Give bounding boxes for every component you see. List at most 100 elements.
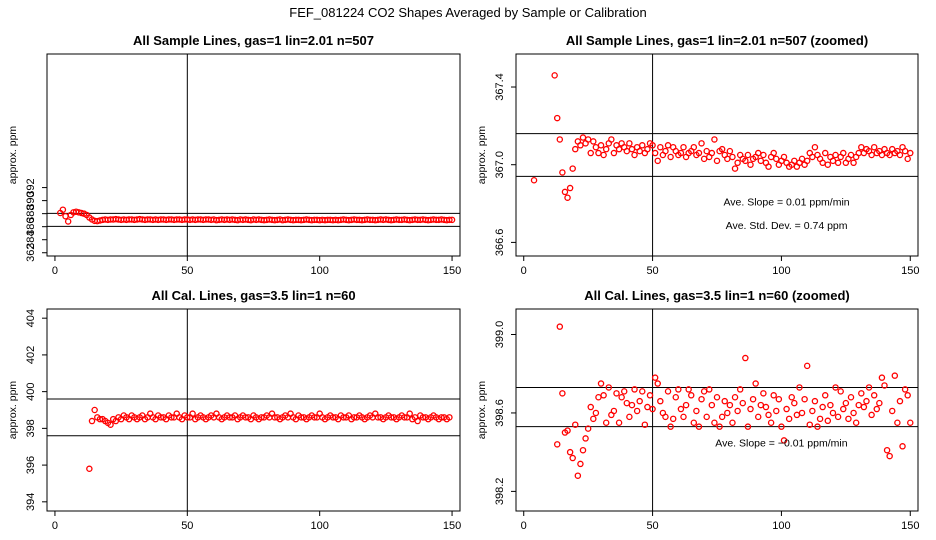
panel-3-point-80 xyxy=(297,414,305,421)
panel-4-point-85 xyxy=(773,407,780,415)
panel-2-point-111 xyxy=(834,159,842,167)
panel-2-point-51 xyxy=(680,143,687,151)
panel-2-point-50 xyxy=(677,149,685,157)
panel-4-point-112 xyxy=(842,399,850,407)
panel-4-point-72 xyxy=(739,399,747,407)
panel-2-point-99 xyxy=(803,157,811,165)
panel-2-point-12 xyxy=(579,134,587,141)
panel-4-point-6 xyxy=(569,454,576,462)
panel-4-point-15 xyxy=(592,409,600,417)
panel-4-frame xyxy=(515,308,919,512)
panel-4-point-87 xyxy=(778,423,785,430)
panel-2-point-35 xyxy=(639,142,646,149)
panel-3-point-85 xyxy=(311,414,318,421)
panel-2: All Sample Lines, gas=1 lin=2.01 n=507 (… xyxy=(476,33,919,277)
panel-4-point-98 xyxy=(806,421,814,428)
panel-4-point-71 xyxy=(736,386,744,393)
panel-4-point-29 xyxy=(628,401,636,409)
panel-4-point-40 xyxy=(657,397,664,405)
panel-4-point-32 xyxy=(636,397,643,405)
panel-4-point-51 xyxy=(685,386,692,393)
panel-4-point-50 xyxy=(682,401,690,409)
panel-4-point-84 xyxy=(770,392,777,399)
panel-3-xtick-label-1: 50 xyxy=(181,520,193,532)
panel-3-ytick-label-0: 394 xyxy=(25,493,37,511)
panel-2-point-3 xyxy=(556,136,564,143)
panel-4-ytick-label-0: 398.2 xyxy=(494,478,506,506)
panel-4-point-99 xyxy=(809,407,816,415)
panel-4-point-35 xyxy=(644,403,651,411)
panel-2-point-76 xyxy=(744,151,752,159)
panel-4-point-39 xyxy=(654,380,661,387)
panel-4-point-82 xyxy=(765,411,772,419)
panel-3-ylabel: approx. ppm xyxy=(7,381,19,440)
panel-2-point-120 xyxy=(858,143,865,151)
panel-2-point-109 xyxy=(829,157,837,165)
panel-3-point-37 xyxy=(184,414,191,421)
panel-4-point-92 xyxy=(791,399,798,407)
panel-4-ytick-label-1: 398.6 xyxy=(494,399,506,427)
panel-3-point-96 xyxy=(340,414,347,421)
panel-2-point-90 xyxy=(780,153,788,161)
panel-4-point-1 xyxy=(556,323,564,330)
panel-2-point-15 xyxy=(587,149,594,157)
panel-2-point-17 xyxy=(592,143,600,151)
panel-4-point-114 xyxy=(847,394,855,401)
panel-2-point-39 xyxy=(649,142,656,149)
panel-4-point-80 xyxy=(760,390,767,397)
panel-4-point-110 xyxy=(837,388,844,395)
panel-1-ytick-label-4: 390 xyxy=(25,191,37,209)
panel-2-point-59 xyxy=(700,155,708,163)
panel-4-point-103 xyxy=(819,403,826,411)
panel-2-point-86 xyxy=(770,149,777,157)
panel-2-point-80 xyxy=(754,149,762,157)
panel-3-point-119 xyxy=(401,414,408,421)
panel-2-point-6 xyxy=(564,194,571,201)
panel-4-point-58 xyxy=(703,413,710,421)
panel-4-point-106 xyxy=(827,401,834,409)
panel-2-point-30 xyxy=(626,140,633,147)
panel-4-point-78 xyxy=(754,413,762,421)
panel-4-point-130 xyxy=(888,407,896,415)
panel-1-frame xyxy=(46,53,461,257)
panel-4-point-86 xyxy=(775,395,783,403)
panel-3-point-8 xyxy=(107,421,114,428)
panel-2-point-113 xyxy=(840,149,847,157)
panel-4-point-118 xyxy=(858,390,865,397)
panel-2-point-40 xyxy=(651,149,659,157)
panel-1-xtick-label-1: 50 xyxy=(181,265,193,277)
panel-4-point-88 xyxy=(780,437,788,444)
panel-2-ylabel: approx. ppm xyxy=(476,126,488,185)
panel-3-ytick-label-5: 404 xyxy=(25,309,37,327)
panel-1-xtick-label-2: 100 xyxy=(311,265,329,277)
panel-2-point-45 xyxy=(664,142,672,149)
panel-3-point-2 xyxy=(91,406,98,414)
panel-1-xtick-label-0: 0 xyxy=(52,265,58,277)
panel-2-point-84 xyxy=(765,163,772,170)
panel-2-point-75 xyxy=(742,157,749,165)
panel-2-point-106 xyxy=(821,149,829,157)
panel-1-point-3 xyxy=(64,218,72,225)
panel-3-point-121 xyxy=(406,410,413,417)
panel-2-point-31 xyxy=(628,145,636,153)
panel-4-point-90 xyxy=(785,415,793,423)
panel-4-point-22 xyxy=(610,407,618,415)
panel-3-point-70 xyxy=(271,414,278,421)
panel-3-point-100 xyxy=(350,414,358,421)
panel-4-point-74 xyxy=(744,423,752,430)
panel-2-point-37 xyxy=(644,145,651,153)
panel-2-point-72 xyxy=(734,159,741,167)
panel-2-point-102 xyxy=(811,143,819,151)
panel-2-point-29 xyxy=(623,147,631,155)
panel-4-point-113 xyxy=(845,415,852,423)
panel-1: All Sample Lines, gas=1 lin=2.01 n=507 0 5… xyxy=(7,33,461,277)
panel-4-point-30 xyxy=(631,386,638,393)
panel-4-point-94 xyxy=(796,384,803,391)
panel-3-ytick-label-2: 398 xyxy=(25,419,37,437)
panel-4-annotation-0: Ave. Slope = −0.01 ppm/min xyxy=(715,437,847,449)
panel-4-point-61 xyxy=(711,419,718,426)
panel-4-point-45 xyxy=(669,415,677,423)
panel-3-point-27 xyxy=(157,414,165,421)
panel-3-point-31 xyxy=(168,414,175,421)
